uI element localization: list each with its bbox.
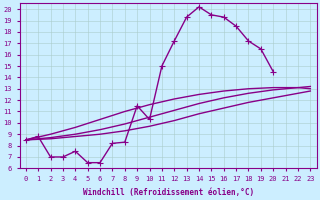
X-axis label: Windchill (Refroidissement éolien,°C): Windchill (Refroidissement éolien,°C) xyxy=(83,188,254,197)
